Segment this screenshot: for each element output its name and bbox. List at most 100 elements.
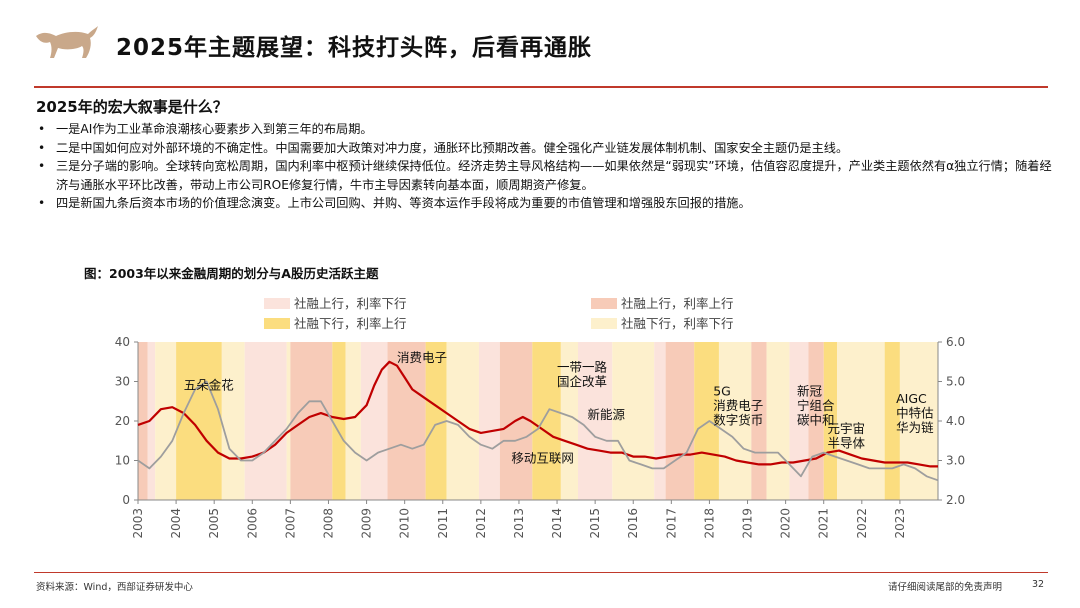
regime-band [823, 342, 838, 500]
bullet-marker: • [38, 140, 46, 155]
regime-band [221, 342, 245, 500]
x-tick-label: 2012 [474, 508, 488, 538]
regime-band [766, 342, 790, 500]
theme-annotation: 消费电子 [397, 350, 447, 365]
regime-band [560, 342, 578, 500]
left-tick-label: 10 [115, 454, 130, 468]
left-tick-label: 20 [115, 414, 130, 428]
theme-annotation: 移动互联网 [511, 450, 574, 465]
x-tick-label: 2021 [817, 508, 831, 538]
series-line-grey [137, 380, 939, 482]
annotation-line: AIGC [896, 391, 927, 406]
x-tick-label: 2015 [588, 508, 602, 538]
chart-lines [137, 360, 939, 482]
series-line-red [137, 360, 938, 468]
annotation-line: 华为链 [896, 420, 934, 435]
x-tick-label: 2004 [169, 508, 183, 538]
annotation-line: 消费电子 [713, 398, 763, 413]
theme-annotation: AIGC 中特估华为链 [896, 391, 934, 435]
x-tick-label: 2022 [855, 508, 869, 538]
bullet-text: 一是AI作为工业革命浪潮核心要素步入到第三年的布局期。 [56, 122, 373, 136]
annotation-line: 元宇宙 [828, 421, 866, 436]
regime-band [446, 342, 479, 500]
regime-band [425, 342, 447, 500]
regime-band [244, 342, 287, 500]
annotation-line: 一带一路 [557, 360, 608, 375]
theme-annotation: 一带一路国企改革 [557, 360, 608, 390]
x-tick-label: 2005 [207, 508, 221, 538]
annotation-line: 宁组合 [797, 398, 835, 413]
regime-band [147, 342, 156, 500]
left-tick-label: 40 [115, 335, 130, 349]
annotation-line: 新能源 [588, 407, 626, 422]
legend-swatch [591, 318, 617, 329]
title-divider [34, 86, 1048, 88]
regime-band [694, 342, 719, 500]
page-title: 2025年主题展望：科技打头阵，后看再通胀 [116, 35, 593, 61]
regime-band [286, 342, 291, 500]
annotation-line: 5G [713, 383, 731, 398]
regime-band [751, 342, 767, 500]
bullet-text: 二是中国如何应对外部环境的不确定性。中国需要加大政策对冲力度，通胀环比预期改善。… [56, 140, 849, 155]
legend-label: 社融上行，利率上行 [621, 296, 734, 311]
legend-label: 社融上行，利率下行 [294, 296, 407, 311]
page-number: 32 [1032, 579, 1045, 590]
annotation-line: 中特估 [896, 406, 934, 421]
bullet-item: • 二是中国如何应对外部环境的不确定性。中国需要加大政策对冲力度，通胀环比预期改善… [36, 139, 1056, 158]
legend-label: 社融下行，利率下行 [621, 316, 734, 331]
right-tick-label: 4.0 [946, 414, 965, 428]
bullet-item: • 四是新国九条后资本市场的价值理念演变。上市公司回购、并购、等资本运作手段将成为… [36, 194, 1056, 213]
x-tick-label: 2009 [360, 508, 374, 538]
chart-axes: 0 10 20 30 40 2.0 3.0 4.0 5.0 6.0 2003 2004 2005 2006… [115, 335, 965, 538]
regime-band [612, 342, 655, 500]
x-tick-label: 2017 [664, 508, 678, 538]
x-tick-label: 2013 [512, 508, 526, 538]
x-tick-label: 2011 [436, 508, 450, 538]
right-tick-label: 5.0 [946, 375, 965, 389]
x-tick-label: 2006 [245, 508, 259, 538]
regime-band [899, 342, 938, 500]
regime-band [360, 342, 388, 500]
disclaimer-link[interactable]: 请仔细阅读尾部的免责声明 [888, 582, 1003, 593]
theme-annotation: 新能源 [588, 407, 626, 422]
annotation-line: 消费电子 [397, 350, 447, 365]
legend-label: 社融下行，利率上行 [294, 316, 407, 331]
regime-band [387, 342, 426, 500]
regime-band [478, 342, 500, 500]
bullet-item: • 一是AI作为工业革命浪潮核心要素步入到第三年的布局期。 [36, 120, 1056, 139]
figure-title: 图：2003年以来金融周期的划分与A股历史活跃主题 [84, 266, 379, 281]
annotation-line: 五朵金花 [184, 377, 234, 392]
annotation-line: 半导体 [828, 435, 866, 450]
regime-band [808, 342, 824, 500]
regime-band [532, 342, 561, 500]
x-tick-label: 2008 [321, 508, 335, 538]
regime-band [155, 342, 177, 500]
x-tick-label: 2016 [626, 508, 640, 538]
annotation-line: 国企改革 [557, 374, 607, 389]
bullet-marker: • [38, 196, 46, 211]
regime-bands [138, 342, 938, 500]
theme-annotation: 新冠宁组合碳中和 [797, 383, 835, 427]
bullet-item: • 三是分子端的影响。全球转向宽松周期，国内利率中枢预计继续保持低位。经济走势主导… [36, 157, 1056, 194]
legend-swatch [264, 298, 290, 309]
regime-band [665, 342, 695, 500]
x-tick-label: 2023 [893, 508, 907, 538]
right-tick-label: 3.0 [946, 454, 965, 468]
regime-band [654, 342, 666, 500]
regime-band [290, 342, 333, 500]
regime-band [718, 342, 752, 500]
footer-divider [34, 572, 1048, 573]
regime-band [176, 342, 222, 500]
bull-logo-icon [34, 22, 100, 62]
section-question: 2025年的宏大叙事是什么？ [36, 98, 228, 116]
annotation-line: 碳中和 [797, 412, 835, 427]
x-tick-label: 2014 [550, 508, 564, 538]
regime-band [884, 342, 900, 500]
right-tick-label: 2.0 [946, 493, 965, 507]
bullet-text: 三是分子端的影响。全球转向宽松周期，国内利率中枢预计继续保持低位。经济走势主导风… [56, 159, 1052, 192]
regime-band [837, 342, 885, 500]
legend-swatch [591, 298, 617, 309]
